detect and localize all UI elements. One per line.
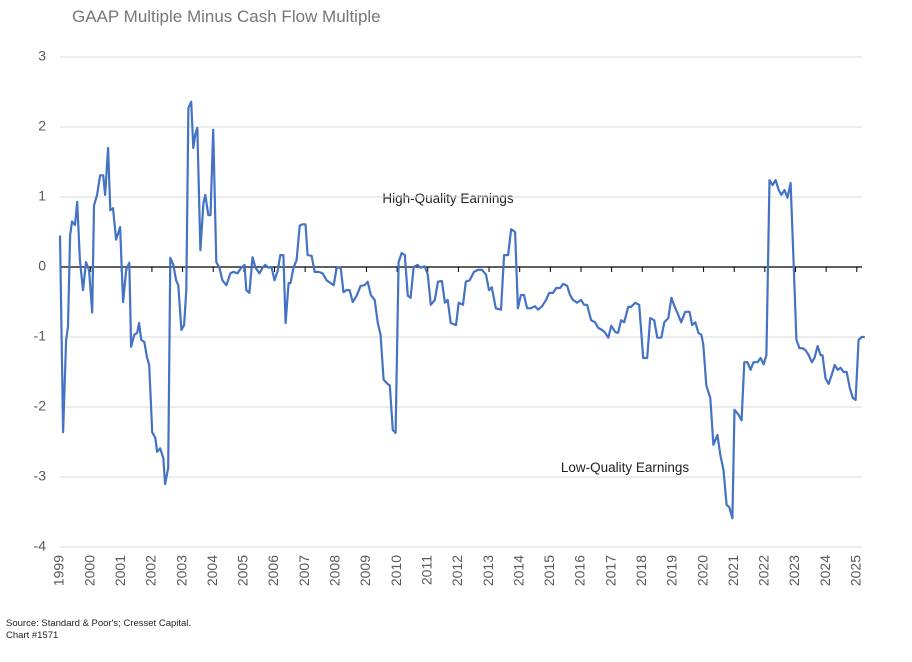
x-tick-label: 2007 <box>296 555 312 586</box>
x-tick-label: 2014 <box>510 555 526 586</box>
y-tick-label: 1 <box>38 188 46 204</box>
y-tick-label: 2 <box>38 118 46 134</box>
x-tick-label: 2024 <box>817 555 833 586</box>
annotation: High-Quality Earnings <box>382 191 514 206</box>
x-tick-label: 2003 <box>173 555 189 586</box>
y-tick-label: -3 <box>34 468 47 484</box>
x-tick-label: 2001 <box>112 555 128 586</box>
x-tick-label: 2025 <box>848 555 864 586</box>
source-note: Source: Standard & Poor's; Cresset Capit… <box>6 618 191 629</box>
annotation: Low-Quality Earnings <box>561 460 690 475</box>
x-tick-label: 2005 <box>235 555 251 586</box>
x-tick-label: 2017 <box>602 555 618 586</box>
chart-number: Chart #1571 <box>6 630 58 641</box>
x-tick-label: 2006 <box>265 555 281 586</box>
x-tick-label: 2011 <box>418 555 434 585</box>
chart-title: GAAP Multiple Minus Cash Flow Multiple <box>72 7 381 26</box>
x-tick-label: 2020 <box>694 555 710 586</box>
y-tick-label: -1 <box>34 328 47 344</box>
x-tick-label: 2019 <box>664 555 680 586</box>
x-tick-label: 2018 <box>633 555 649 586</box>
x-tick-label: 2004 <box>204 555 220 586</box>
data-line <box>58 100 865 520</box>
y-tick-label: 3 <box>38 48 46 64</box>
x-tick-label: 2009 <box>357 555 373 586</box>
x-tick-label: 2012 <box>449 555 465 586</box>
x-tick-label: 2016 <box>572 555 588 586</box>
y-tick-label: -2 <box>34 398 47 414</box>
x-tick-label: 2000 <box>81 555 97 586</box>
y-tick-label: -4 <box>34 538 47 554</box>
x-tick-label: 2023 <box>786 555 802 586</box>
x-tick-label: 2015 <box>541 555 557 586</box>
x-tick-label: 1999 <box>51 555 67 586</box>
x-tick-label: 2010 <box>388 555 404 586</box>
x-tick-label: 2002 <box>143 555 159 586</box>
y-tick-label: 0 <box>38 258 46 274</box>
x-tick-label: 2008 <box>327 555 343 586</box>
x-tick-label: 2021 <box>725 555 741 586</box>
x-tick-label: 2022 <box>756 555 772 586</box>
x-tick-label: 2013 <box>480 555 496 586</box>
